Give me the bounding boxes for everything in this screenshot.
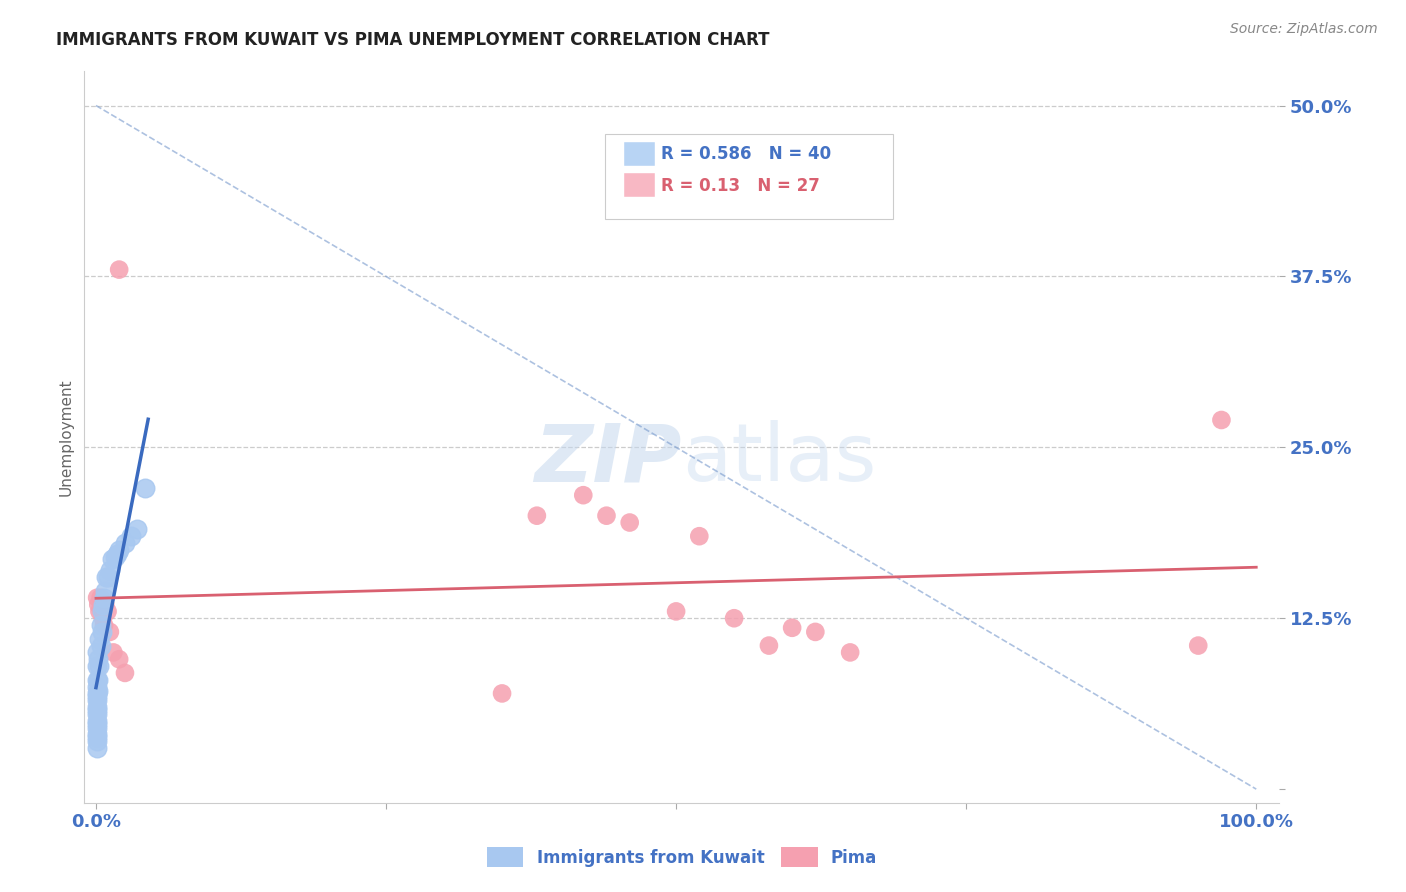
Point bbox=[125, 522, 148, 536]
Point bbox=[93, 618, 115, 632]
Point bbox=[758, 639, 780, 653]
Point bbox=[90, 618, 112, 632]
Point bbox=[491, 686, 513, 700]
Text: ZIP: ZIP bbox=[534, 420, 682, 498]
Point bbox=[86, 700, 108, 714]
Point bbox=[134, 481, 156, 495]
Point bbox=[86, 716, 108, 731]
Point bbox=[87, 673, 110, 687]
Point bbox=[572, 488, 595, 502]
Point bbox=[619, 516, 641, 530]
Point bbox=[86, 703, 108, 717]
Point bbox=[89, 604, 111, 618]
Point bbox=[804, 624, 827, 639]
Point bbox=[98, 563, 121, 577]
Point bbox=[90, 624, 112, 639]
Point bbox=[96, 570, 118, 584]
Point bbox=[86, 706, 108, 721]
Point bbox=[723, 611, 745, 625]
Text: R = 0.586   N = 40: R = 0.586 N = 40 bbox=[661, 145, 831, 163]
Point bbox=[97, 570, 120, 584]
Point bbox=[94, 598, 117, 612]
Point bbox=[91, 611, 114, 625]
Point bbox=[595, 508, 617, 523]
Point bbox=[86, 686, 108, 700]
Point bbox=[86, 673, 108, 687]
Point bbox=[101, 552, 124, 566]
Point bbox=[97, 604, 120, 618]
Point bbox=[89, 632, 111, 646]
Point bbox=[103, 645, 125, 659]
Point bbox=[86, 680, 108, 694]
Point bbox=[86, 714, 108, 728]
Point bbox=[839, 645, 862, 659]
Text: atlas: atlas bbox=[682, 420, 876, 498]
Point bbox=[89, 659, 111, 673]
Text: R = 0.13   N = 27: R = 0.13 N = 27 bbox=[661, 177, 820, 194]
Point bbox=[108, 262, 131, 277]
Point bbox=[86, 721, 108, 735]
Point bbox=[1211, 413, 1233, 427]
Point bbox=[87, 683, 110, 698]
Point bbox=[90, 604, 112, 618]
Point bbox=[108, 542, 131, 557]
Point bbox=[86, 693, 108, 707]
Point bbox=[688, 529, 710, 543]
Point bbox=[665, 604, 688, 618]
Point bbox=[526, 508, 548, 523]
Point bbox=[91, 598, 114, 612]
Legend: Immigrants from Kuwait, Pima: Immigrants from Kuwait, Pima bbox=[478, 839, 886, 875]
Point bbox=[94, 583, 117, 598]
Point bbox=[90, 591, 112, 605]
Point bbox=[98, 624, 121, 639]
Point bbox=[87, 652, 110, 666]
Point bbox=[90, 604, 112, 618]
Point bbox=[114, 665, 136, 680]
Point bbox=[105, 547, 128, 561]
Point bbox=[86, 734, 108, 748]
Point bbox=[87, 598, 110, 612]
Point bbox=[120, 529, 142, 543]
Point bbox=[780, 621, 803, 635]
Point bbox=[86, 689, 108, 703]
Point bbox=[86, 645, 108, 659]
Point bbox=[90, 639, 112, 653]
Point bbox=[86, 591, 108, 605]
Point bbox=[86, 659, 108, 673]
Point bbox=[108, 652, 131, 666]
Text: IMMIGRANTS FROM KUWAIT VS PIMA UNEMPLOYMENT CORRELATION CHART: IMMIGRANTS FROM KUWAIT VS PIMA UNEMPLOYM… bbox=[56, 31, 769, 49]
Point bbox=[103, 549, 125, 564]
Point bbox=[86, 730, 108, 744]
Point bbox=[114, 536, 136, 550]
Y-axis label: Unemployment: Unemployment bbox=[58, 378, 73, 496]
Point bbox=[86, 727, 108, 741]
Text: Source: ZipAtlas.com: Source: ZipAtlas.com bbox=[1230, 22, 1378, 37]
Point bbox=[1187, 639, 1209, 653]
Point bbox=[86, 741, 108, 756]
Point bbox=[93, 591, 115, 605]
